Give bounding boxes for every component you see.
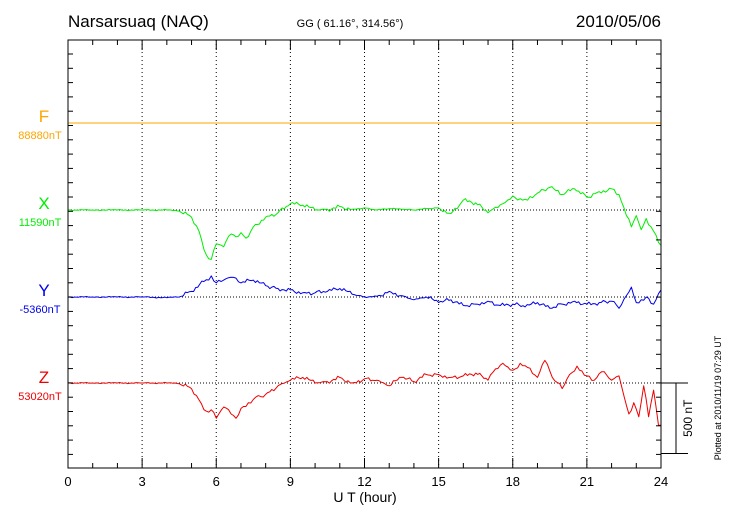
date-label: 2010/05/06 — [576, 12, 661, 31]
series-z-name: Z — [39, 368, 49, 387]
series-x-name: X — [38, 194, 49, 213]
station-title: Narsarsuaq (NAQ) — [68, 12, 209, 31]
plotted-note: Plotted at 2010/11/19 07:29 UT — [713, 335, 723, 460]
vertical-grid — [141, 40, 588, 468]
x-tick-label-21: 21 — [580, 474, 594, 489]
x-tick-labels: 0 3 6 9 12 15 18 21 24 — [64, 474, 668, 489]
scale-bar-label: 500 nT — [681, 399, 695, 437]
series-y-line — [67, 275, 662, 309]
data-series — [67, 122, 662, 426]
coordinates-label: GG ( 61.16°, 314.56°) — [297, 18, 404, 30]
x-tick-label-18: 18 — [506, 474, 520, 489]
series-x-baseline-value: 11590nT — [19, 217, 62, 229]
x-tick-label-0: 0 — [64, 474, 71, 489]
series-f-baseline-value: 88880nT — [18, 130, 62, 142]
x-tick-label-3: 3 — [139, 474, 146, 489]
series-y-name: Y — [38, 281, 49, 300]
x-tick-label-6: 6 — [213, 474, 220, 489]
x-tick-label-15: 15 — [431, 474, 445, 489]
x-axis-label: U T (hour) — [333, 489, 396, 505]
axis-ticks — [67, 40, 662, 468]
x-tick-label-24: 24 — [654, 474, 668, 489]
x-tick-label-9: 9 — [287, 474, 294, 489]
x-tick-label-12: 12 — [357, 474, 371, 489]
scale-bar: 500 nT — [661, 382, 695, 454]
series-f-name: F — [39, 107, 49, 126]
series-y-baseline-value: -5360nT — [20, 304, 61, 316]
series-z-baseline-value: 53020nT — [18, 391, 62, 403]
series-z-line — [67, 359, 661, 426]
series-x-line — [67, 186, 662, 260]
series-labels: F 88880nT X 11590nT Y -5360nT Z 53020nT — [18, 107, 62, 403]
